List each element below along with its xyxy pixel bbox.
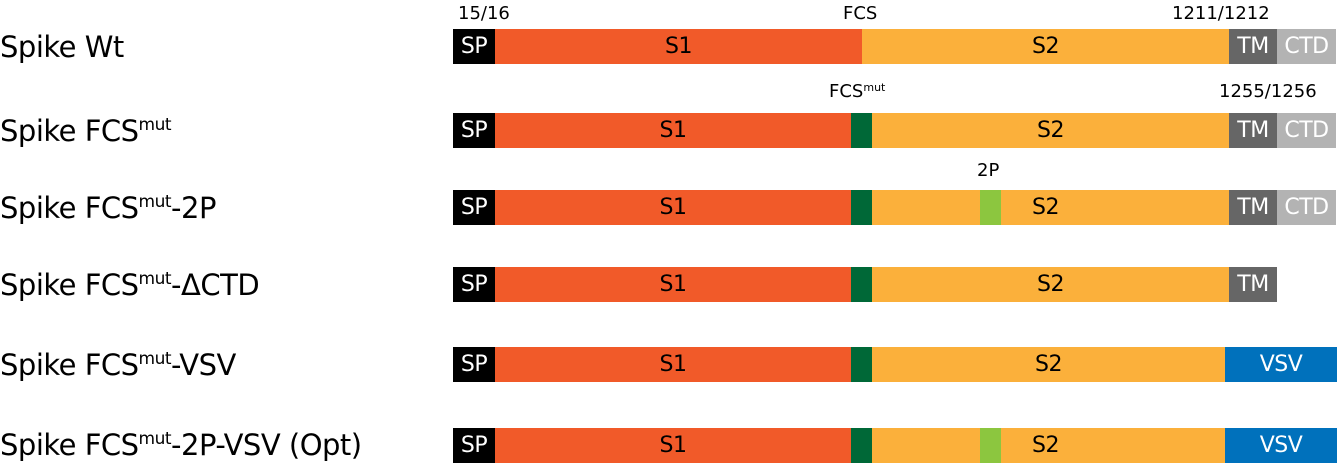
annotation-tm-ctd-boundary: 1255/1256 — [1219, 81, 1317, 102]
segment-sp: SP — [453, 29, 495, 64]
construct-label-spike-fcsmut: Spike FCSmut — [0, 113, 172, 149]
construct-name-suffix: -VSV — [171, 348, 236, 382]
construct-name: Spike FCS — [0, 191, 139, 225]
construct-name-superscript: mut — [138, 192, 172, 212]
segment-fcs-mut — [851, 267, 872, 302]
segment-s2-label: S2 — [1032, 433, 1059, 458]
segment-s2-prefix — [872, 190, 980, 225]
segment-tm: TM — [1229, 113, 1277, 148]
segment-ctd: CTD — [1277, 29, 1336, 64]
segment-vsv: VSV — [1225, 428, 1337, 463]
segment-tm: TM — [1229, 190, 1277, 225]
segment-s1: S1 — [495, 113, 851, 148]
construct-label-spike-wt: Spike Wt — [0, 29, 124, 65]
construct-label-spike-fcsmut-dctd: Spike FCSmut-ΔCTD — [0, 267, 260, 303]
annotation-superscript: mut — [863, 81, 886, 94]
construct-label-spike-fcsmut-vsv: Spike FCSmut-VSV — [0, 347, 236, 383]
segment-2p — [980, 428, 1001, 463]
construct-name-suffix: -ΔCTD — [171, 268, 260, 302]
segment-vsv: VSV — [1225, 347, 1337, 382]
segment-fcs-mut — [851, 190, 872, 225]
segment-sp: SP — [453, 267, 495, 302]
segment-s2 — [1001, 190, 1229, 225]
construct-name-superscript: mut — [138, 269, 172, 289]
segment-s2-label: S2 — [1032, 195, 1059, 220]
segment-s1: S1 — [495, 428, 851, 463]
construct-label-spike-fcsmut-2p: Spike FCSmut-2P — [0, 190, 216, 226]
segment-s2: S2 — [872, 347, 1225, 382]
construct-name: Spike Wt — [0, 30, 124, 64]
segment-sp: SP — [453, 428, 495, 463]
construct-name-superscript: mut — [138, 429, 172, 449]
annotation-text: FCS — [829, 81, 864, 102]
construct-name-superscript: mut — [138, 115, 172, 135]
segment-sp: SP — [453, 190, 495, 225]
construct-name-suffix: -2P — [171, 191, 216, 225]
segment-sp: SP — [453, 113, 495, 148]
construct-name-suffix: -2P-VSV (Opt) — [171, 428, 362, 462]
annotation-fcs: FCS — [843, 3, 878, 24]
segment-s1: S1 — [495, 267, 851, 302]
segment-tm: TM — [1229, 267, 1277, 302]
segment-s1: S1 — [495, 190, 851, 225]
construct-name: Spike FCS — [0, 268, 139, 302]
construct-name-superscript: mut — [138, 349, 172, 369]
segment-fcs-mut — [851, 428, 872, 463]
annotation-sp-cleavage: 15/16 — [458, 3, 510, 24]
segment-s2: S2 — [862, 29, 1229, 64]
segment-sp: SP — [453, 347, 495, 382]
segment-s1: S1 — [495, 29, 862, 64]
segment-fcs-mut — [851, 113, 872, 148]
construct-name: Spike FCS — [0, 114, 139, 148]
segment-s1: S1 — [495, 347, 851, 382]
segment-tm: TM — [1229, 29, 1277, 64]
segment-s2 — [1001, 428, 1225, 463]
segment-fcs-mut — [851, 347, 872, 382]
construct-label-spike-fcsmut-2p-vsv-opt: Spike FCSmut-2P-VSV (Opt) — [0, 427, 362, 463]
segment-s2: S2 — [872, 267, 1229, 302]
annotation-tm-boundary: 1211/1212 — [1172, 3, 1270, 24]
segment-s2: S2 — [872, 113, 1229, 148]
annotation-2p: 2P — [977, 160, 1000, 181]
construct-name: Spike FCS — [0, 348, 139, 382]
segment-ctd: CTD — [1277, 190, 1336, 225]
annotation-fcs-mut: FCSmut — [829, 82, 885, 102]
segment-2p — [980, 190, 1001, 225]
segment-s2-prefix — [872, 428, 980, 463]
construct-name: Spike FCS — [0, 428, 139, 462]
segment-ctd: CTD — [1277, 113, 1336, 148]
